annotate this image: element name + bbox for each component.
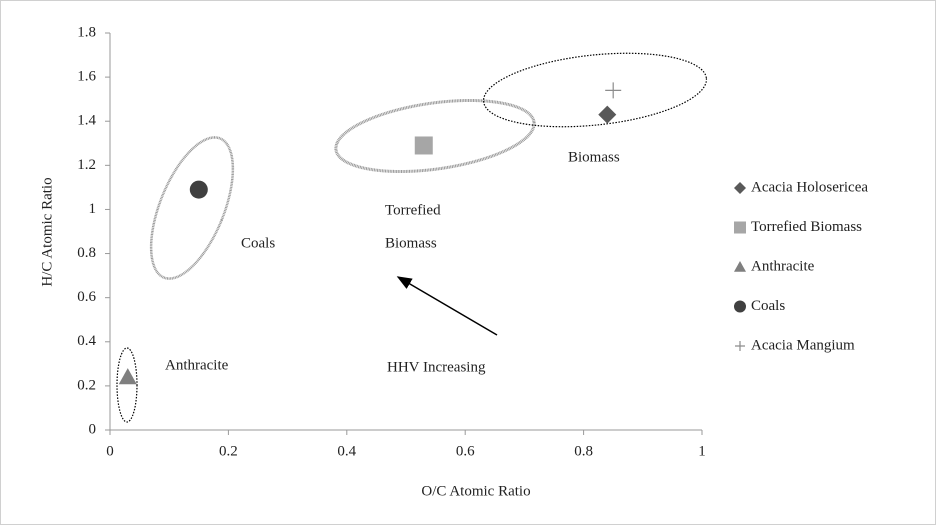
legend-marker	[734, 261, 746, 272]
legend-label: Acacia Mangium	[751, 337, 855, 353]
y-axis-label: H/C Atomic Ratio	[39, 177, 55, 286]
torrefied-region	[334, 98, 536, 174]
marker-diamond	[598, 105, 617, 124]
y-tick-label: 0.4	[77, 333, 96, 349]
legend-marker	[734, 221, 746, 234]
legend-marker	[734, 182, 746, 194]
marker-circle	[189, 180, 208, 199]
x-tick-label: 0.4	[337, 443, 356, 459]
legend-marker	[735, 341, 745, 351]
annotation: Biomass	[568, 149, 620, 165]
x-axis-label: O/C Atomic Ratio	[421, 483, 530, 499]
legend-label: Anthracite	[751, 258, 815, 274]
x-tick-label: 1	[698, 443, 706, 459]
annotation: Torrefied	[385, 202, 441, 218]
annotation: Anthracite	[165, 357, 229, 373]
legend-label: Acacia Holosericea	[751, 179, 868, 195]
marker-triangle	[118, 368, 137, 385]
x-tick-label: 0.6	[456, 443, 475, 459]
annotation: HHV Increasing	[387, 359, 486, 375]
x-tick-label: 0.2	[219, 443, 238, 459]
arrow	[396, 276, 498, 336]
marker-plus	[605, 82, 622, 99]
biomass-region	[482, 52, 708, 128]
y-tick-label: 1.2	[77, 157, 96, 173]
annotation: Coals	[241, 235, 275, 251]
y-tick-label: 1.4	[77, 113, 96, 129]
y-tick-label: 0	[89, 421, 97, 437]
y-tick-label: 1.6	[77, 69, 96, 85]
x-tick-label: 0	[106, 443, 114, 459]
y-tick-label: 1.8	[77, 24, 96, 40]
y-tick-label: 0.2	[77, 377, 96, 393]
y-tick-label: 0.6	[77, 289, 96, 305]
y-tick-label: 1	[89, 201, 97, 217]
region-outlines	[116, 52, 708, 423]
anthracite-region	[116, 347, 138, 423]
legend-marker	[734, 300, 746, 313]
annotation: Biomass	[385, 235, 437, 251]
coals-region	[149, 136, 235, 280]
legend-label: Coals	[751, 298, 785, 314]
x-tick-label: 0.8	[574, 443, 593, 459]
y-tick-label: 0.8	[77, 245, 96, 261]
legend-label: Torrefied Biomass	[751, 219, 862, 235]
marker-square	[414, 136, 433, 155]
